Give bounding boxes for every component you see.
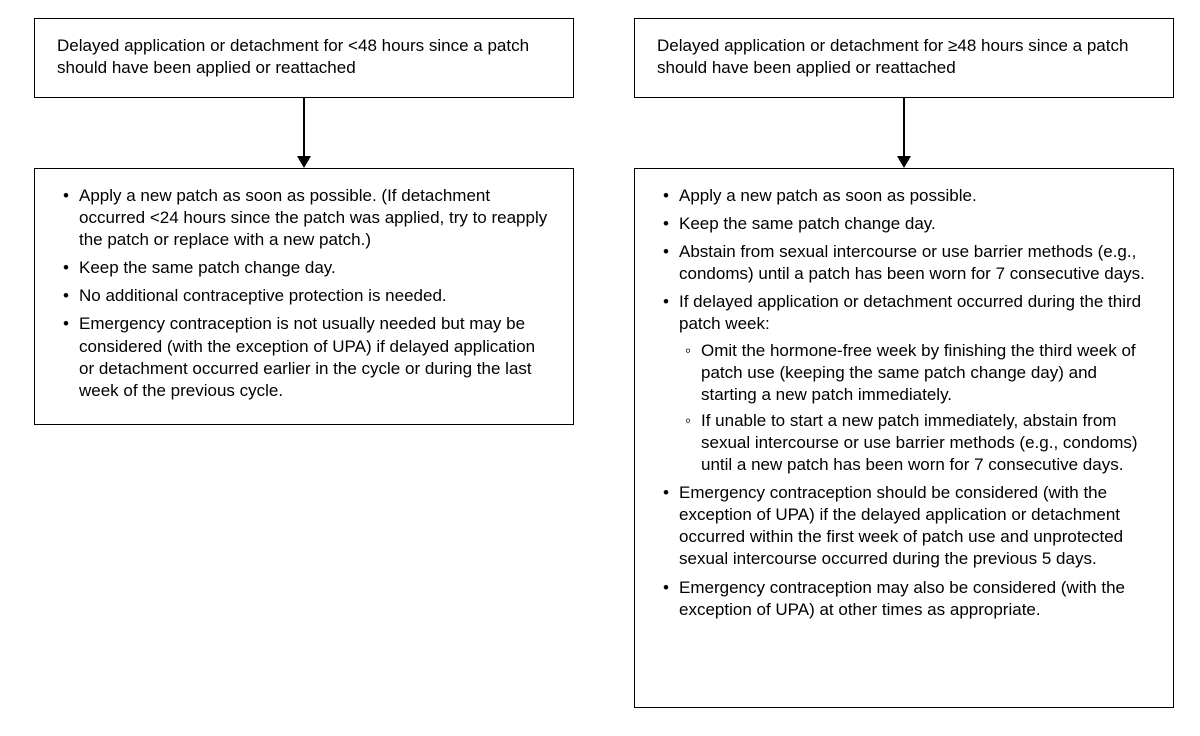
list-item: Keep the same patch change day. — [657, 213, 1151, 235]
list-item: Emergency contraception should be consid… — [657, 482, 1151, 570]
list-item: If unable to start a new patch immediate… — [679, 410, 1151, 476]
list-item-text: Apply a new patch as soon as possible. — [679, 186, 977, 205]
list-item-text: Emergency contraception should be consid… — [679, 483, 1123, 568]
left-column: Delayed application or detachment for <4… — [34, 18, 574, 718]
list-item-text: Keep the same patch change day. — [79, 258, 336, 277]
arrow-icon — [897, 98, 911, 168]
sub-list: Omit the hormone-free week by finishing … — [679, 340, 1151, 477]
left-header-text: Delayed application or detachment for <4… — [57, 35, 551, 79]
list-item: No additional contraceptive protection i… — [57, 285, 551, 307]
list-item-text: Emergency contraception may also be cons… — [679, 578, 1125, 619]
list-item-text: Abstain from sexual intercourse or use b… — [679, 242, 1145, 283]
flowchart-canvas: Delayed application or detachment for <4… — [0, 0, 1200, 736]
list-item: Apply a new patch as soon as possible. (… — [57, 185, 551, 251]
list-item-text: If delayed application or detachment occ… — [679, 292, 1141, 333]
right-header-box: Delayed application or detachment for ≥4… — [634, 18, 1174, 98]
list-item: Apply a new patch as soon as possible. — [657, 185, 1151, 207]
left-body-box: Apply a new patch as soon as possible. (… — [34, 168, 574, 425]
right-bullet-list: Apply a new patch as soon as possible. Ke… — [657, 185, 1151, 621]
right-column: Delayed application or detachment for ≥4… — [634, 18, 1174, 718]
left-header-box: Delayed application or detachment for <4… — [34, 18, 574, 98]
list-item: Omit the hormone-free week by finishing … — [679, 340, 1151, 406]
list-item: Emergency contraception is not usually n… — [57, 313, 551, 401]
list-item: Keep the same patch change day. — [57, 257, 551, 279]
arrow-icon — [297, 98, 311, 168]
left-bullet-list: Apply a new patch as soon as possible. (… — [57, 185, 551, 402]
list-item: If delayed application or detachment occ… — [657, 291, 1151, 476]
right-body-box: Apply a new patch as soon as possible. Ke… — [634, 168, 1174, 708]
list-item-text: No additional contraceptive protection i… — [79, 286, 447, 305]
list-item: Emergency contraception may also be cons… — [657, 577, 1151, 621]
list-item-text: Keep the same patch change day. — [679, 214, 936, 233]
list-item: Abstain from sexual intercourse or use b… — [657, 241, 1151, 285]
right-header-text: Delayed application or detachment for ≥4… — [657, 35, 1151, 79]
list-item-text: Apply a new patch as soon as possible. (… — [79, 186, 547, 249]
list-item-text: Emergency contraception is not usually n… — [79, 314, 535, 399]
